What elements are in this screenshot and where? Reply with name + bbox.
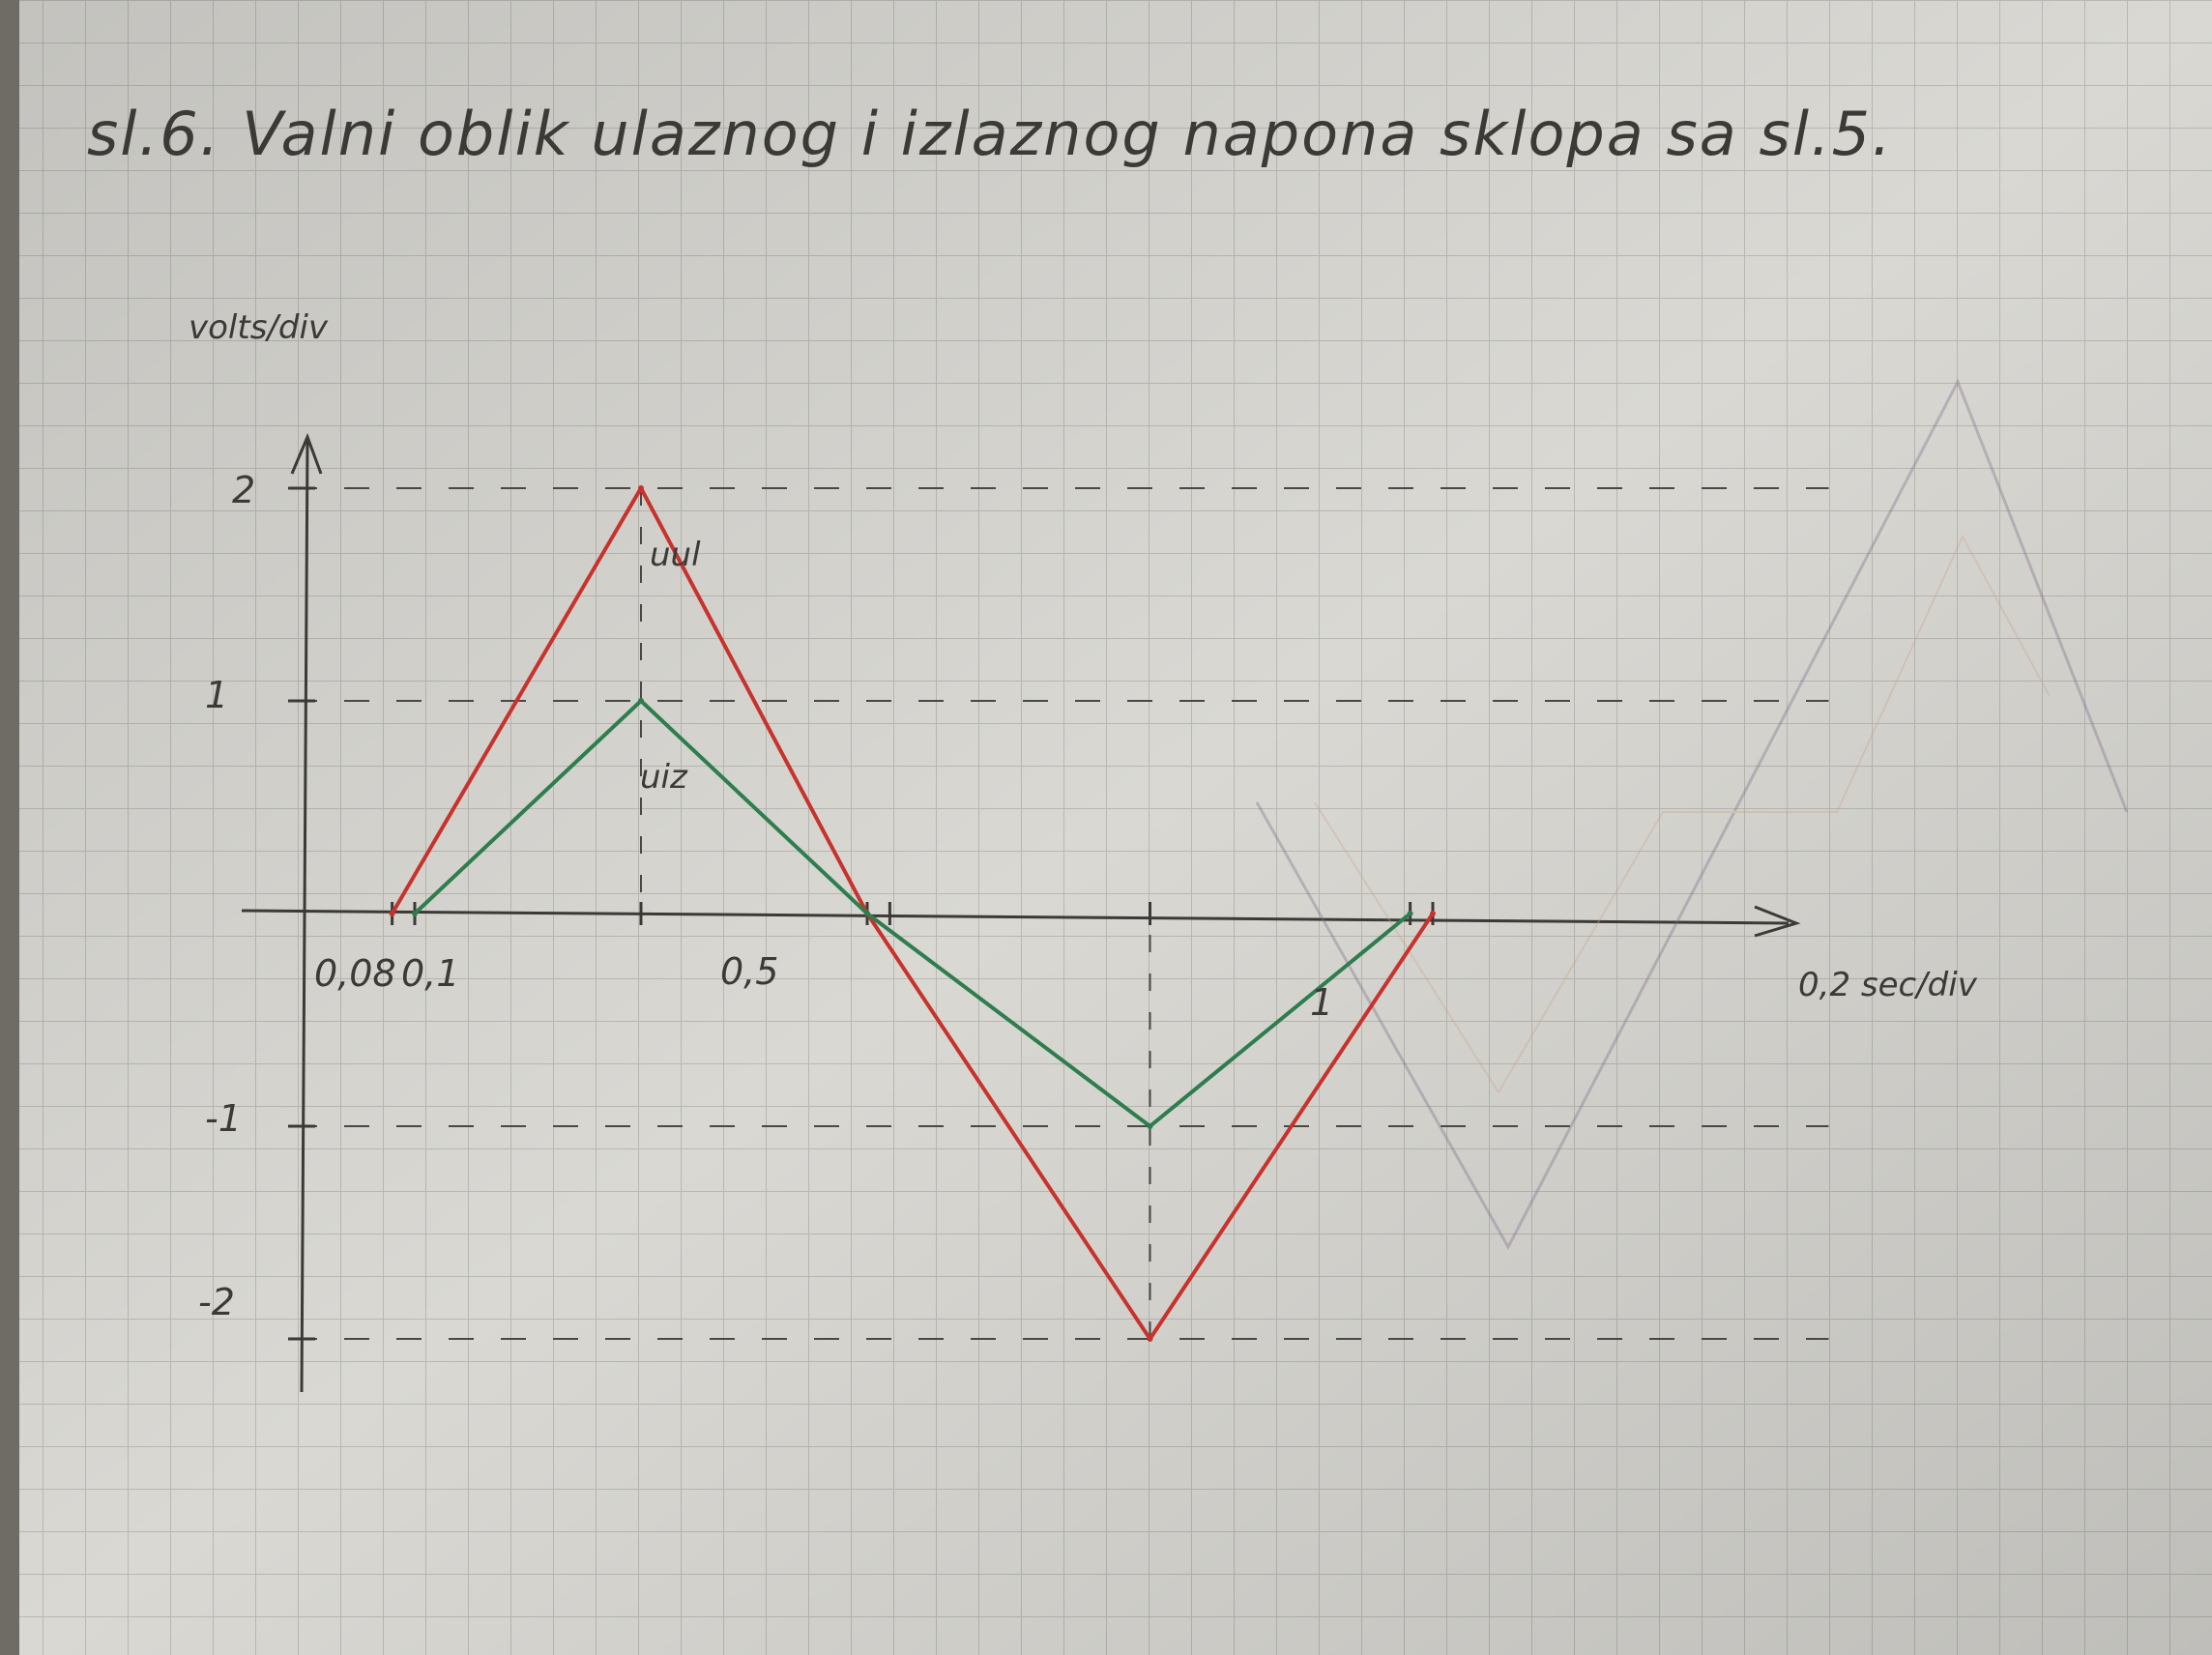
x-tick-label-0: 0,08 xyxy=(314,952,396,995)
data-point-uiz-2 xyxy=(864,911,870,916)
data-point-uiz-4 xyxy=(1407,911,1413,916)
data-point-uul-4 xyxy=(1430,911,1436,916)
y-tick-label-2: -1 xyxy=(205,1097,242,1140)
y-axis xyxy=(300,439,309,1393)
x-axis-arrow xyxy=(1754,905,1801,938)
y-axis-label: volts/div xyxy=(189,308,329,347)
x-tick-label-3: 1 xyxy=(1310,981,1333,1024)
y-axis-arrow xyxy=(290,432,323,475)
y-tick-label-1: 1 xyxy=(205,674,228,716)
data-point-uul-0 xyxy=(389,911,395,916)
page-title: sl.6. Valni oblik ulaznog i izlaznog nap… xyxy=(87,99,1893,169)
data-point-uiz-0 xyxy=(412,911,418,916)
x-tick-label-2: 0,5 xyxy=(720,950,778,993)
series-label-uiz: uiz xyxy=(640,758,688,797)
data-point-uul-3 xyxy=(1147,1336,1153,1342)
y-tick-label-0: 2 xyxy=(232,469,255,511)
page-shading xyxy=(19,0,2212,1655)
peak-guide-lines xyxy=(640,488,1151,1339)
series-layer xyxy=(389,485,1436,1342)
y-ticks xyxy=(288,486,315,1341)
x-tick-label-1: 0,1 xyxy=(401,952,459,995)
data-point-uiz-3 xyxy=(1147,1123,1153,1129)
x-axis xyxy=(241,909,1790,925)
data-point-uul-1 xyxy=(638,485,644,491)
faint-erased-sketch xyxy=(1255,378,2129,1251)
data-point-uiz-1 xyxy=(638,698,644,704)
series-label-uul: uul xyxy=(650,536,701,574)
x-axis-label: 0,2 sec/div xyxy=(1798,966,1978,1004)
y-tick-label-3: -2 xyxy=(198,1281,235,1323)
